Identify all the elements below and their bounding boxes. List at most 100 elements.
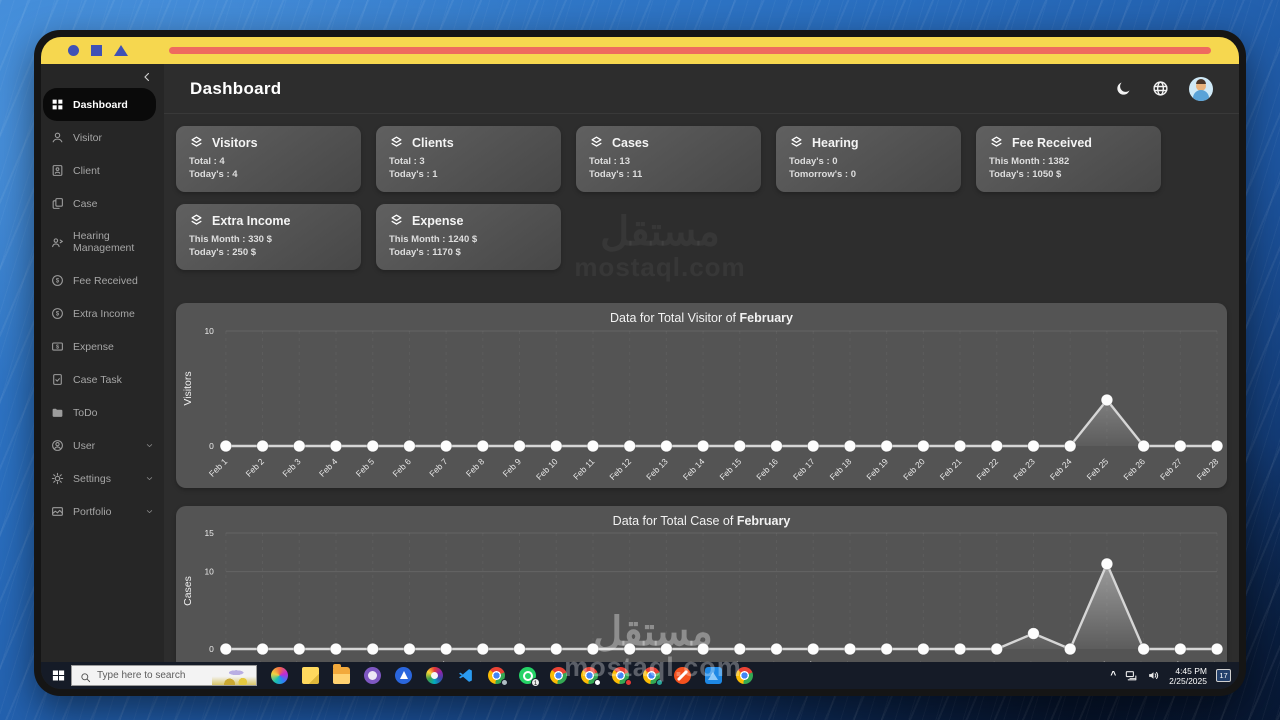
taskbar-pinned-icons: 1	[271, 664, 753, 687]
layers-icon	[589, 135, 604, 150]
chrome-icon[interactable]	[612, 667, 632, 686]
file-explorer-icon[interactable]	[333, 664, 350, 684]
search-placeholder: Type here to search	[97, 670, 186, 681]
svg-text:Feb 3: Feb 3	[280, 456, 303, 479]
layers-icon	[189, 135, 204, 150]
github-icon[interactable]	[364, 667, 381, 684]
blocked-app-icon[interactable]	[674, 667, 691, 684]
user-avatar[interactable]	[1189, 76, 1213, 101]
whatsapp-icon[interactable]: 1	[519, 667, 540, 687]
language-globe-icon[interactable]	[1152, 80, 1169, 97]
svg-text:Feb 20: Feb 20	[901, 456, 927, 482]
svg-text:Feb 10: Feb 10	[534, 456, 560, 482]
sidebar-item-hearing-management[interactable]: Hearing Management	[41, 220, 164, 264]
layers-icon	[389, 135, 404, 150]
svg-text:10: 10	[204, 567, 214, 577]
tray-chevron-up-icon[interactable]: ^	[1110, 670, 1117, 681]
palette-app-icon[interactable]	[426, 667, 443, 684]
badge-dot	[501, 679, 508, 686]
dark-mode-moon-icon[interactable]	[1115, 80, 1132, 97]
sidebar-item-user[interactable]: User	[41, 429, 164, 462]
titlebar-triangle-icon	[114, 45, 128, 56]
sidebar-item-client[interactable]: Client	[41, 154, 164, 187]
chrome-icon[interactable]	[550, 667, 567, 684]
chevron-down-icon	[145, 507, 154, 516]
stat-card-visitors[interactable]: Visitors Total : 4 Today's : 4	[176, 126, 361, 192]
sidebar-item-fee-received[interactable]: $ Fee Received	[41, 264, 164, 297]
stat-card-expense[interactable]: Expense This Month : 1240 $ Today's : 1170…	[376, 204, 561, 270]
user-icon	[51, 131, 64, 144]
svg-text:Feb 18: Feb 18	[828, 456, 854, 482]
people-icon	[51, 236, 64, 249]
photos-app-icon[interactable]	[705, 667, 722, 684]
speaker-icon[interactable]	[1147, 669, 1160, 682]
notification-badge[interactable]: 17	[1216, 669, 1231, 682]
stat-card-clients[interactable]: Clients Total : 3 Today's : 1	[376, 126, 561, 192]
sidebar-item-case[interactable]: Case	[41, 187, 164, 220]
stat-card-extra-income[interactable]: Extra Income This Month : 330 $ Today's : …	[176, 204, 361, 270]
grid-icon	[51, 98, 64, 111]
dollar-circle-icon: $	[51, 307, 64, 320]
taskbar-clock[interactable]: 4:45 PM 2/25/2025	[1169, 666, 1207, 686]
files-icon	[51, 197, 64, 210]
copilot-icon[interactable]	[271, 667, 288, 684]
svg-text:Feb 13: Feb 13	[644, 456, 670, 482]
page-title: Dashboard	[190, 78, 282, 98]
svg-text:$: $	[56, 312, 60, 318]
svg-text:Feb 14: Feb 14	[681, 456, 707, 482]
dashboard-content: Visitors Total : 4 Today's : 4 Clients Total…	[164, 114, 1239, 662]
sidebar-item-dashboard[interactable]: Dashboard	[43, 88, 156, 121]
svg-text:Feb 4: Feb 4	[317, 456, 340, 479]
stat-card-cases[interactable]: Cases Total : 13 Today's : 11	[576, 126, 761, 192]
dollar-note-icon: $	[51, 340, 64, 353]
chrome-icon[interactable]	[736, 667, 753, 684]
gear-icon	[51, 472, 64, 485]
svg-text:15: 15	[204, 528, 214, 538]
stat-card-hearing[interactable]: Hearing Today's : 0 Tomorrow's : 0	[776, 126, 961, 192]
svg-text:10: 10	[204, 326, 214, 336]
start-button[interactable]	[45, 662, 71, 689]
id-badge-icon	[51, 164, 64, 177]
svg-text:Feb 19: Feb 19	[864, 456, 890, 482]
sidebar-item-todo[interactable]: ToDo	[41, 396, 164, 429]
network-icon[interactable]	[1125, 669, 1138, 682]
titlebar-circle-icon	[68, 45, 79, 56]
taskbar-search-input[interactable]: Type here to search	[71, 665, 257, 686]
badge-dot	[625, 679, 632, 686]
svg-text:Feb 7: Feb 7	[427, 456, 450, 479]
badge-dot	[656, 679, 663, 686]
sidebar-item-extra-income[interactable]: $ Extra Income	[41, 297, 164, 330]
visitor-chart-card: Data for Total Visitor of February 0 10 Vis…	[176, 303, 1227, 488]
svg-text:$: $	[56, 345, 59, 351]
svg-text:Feb 23: Feb 23	[1011, 456, 1037, 482]
stat-card-fee-received[interactable]: Fee Received This Month : 1382 Today's : 1…	[976, 126, 1161, 192]
svg-text:Feb 6: Feb 6	[390, 456, 413, 479]
blue-app-icon[interactable]	[395, 667, 412, 684]
sidebar-item-case-task[interactable]: Case Task	[41, 363, 164, 396]
svg-text:$: $	[56, 279, 60, 285]
sidebar-item-settings[interactable]: Settings	[41, 462, 164, 495]
clock-time: 4:45 PM	[1175, 665, 1207, 676]
vscode-icon[interactable]	[457, 667, 474, 684]
sidebar-item-visitor[interactable]: Visitor	[41, 121, 164, 154]
titlebar-address-bar	[169, 47, 1211, 54]
stat-cards-row-1: Visitors Total : 4 Today's : 4 Clients Total…	[176, 126, 1227, 192]
svg-text:Feb 22: Feb 22	[974, 456, 1000, 482]
sticky-notes-icon[interactable]	[302, 667, 319, 684]
svg-text:0: 0	[209, 644, 214, 654]
sidebar-item-portfolio[interactable]: Portfolio	[41, 495, 164, 528]
svg-text:Feb 17: Feb 17	[791, 456, 817, 482]
sidebar-item-expense[interactable]: $ Expense	[41, 330, 164, 363]
chrome-icon[interactable]	[488, 667, 508, 686]
clock-date: 2/25/2025	[1169, 675, 1207, 686]
search-icon	[80, 670, 91, 683]
layers-icon	[789, 135, 804, 150]
app-window: Dashboard Visitor Client Case Hearing Manage…	[34, 30, 1246, 696]
svg-text:Feb 28: Feb 28	[1195, 456, 1221, 482]
svg-text:Feb 24: Feb 24	[1048, 456, 1074, 482]
chrome-icon[interactable]	[581, 667, 601, 686]
titlebar-square-icon	[91, 45, 102, 56]
badge-count: 1	[531, 678, 540, 687]
chrome-icon[interactable]	[643, 667, 663, 686]
sidebar-collapse-icon[interactable]	[140, 70, 154, 84]
